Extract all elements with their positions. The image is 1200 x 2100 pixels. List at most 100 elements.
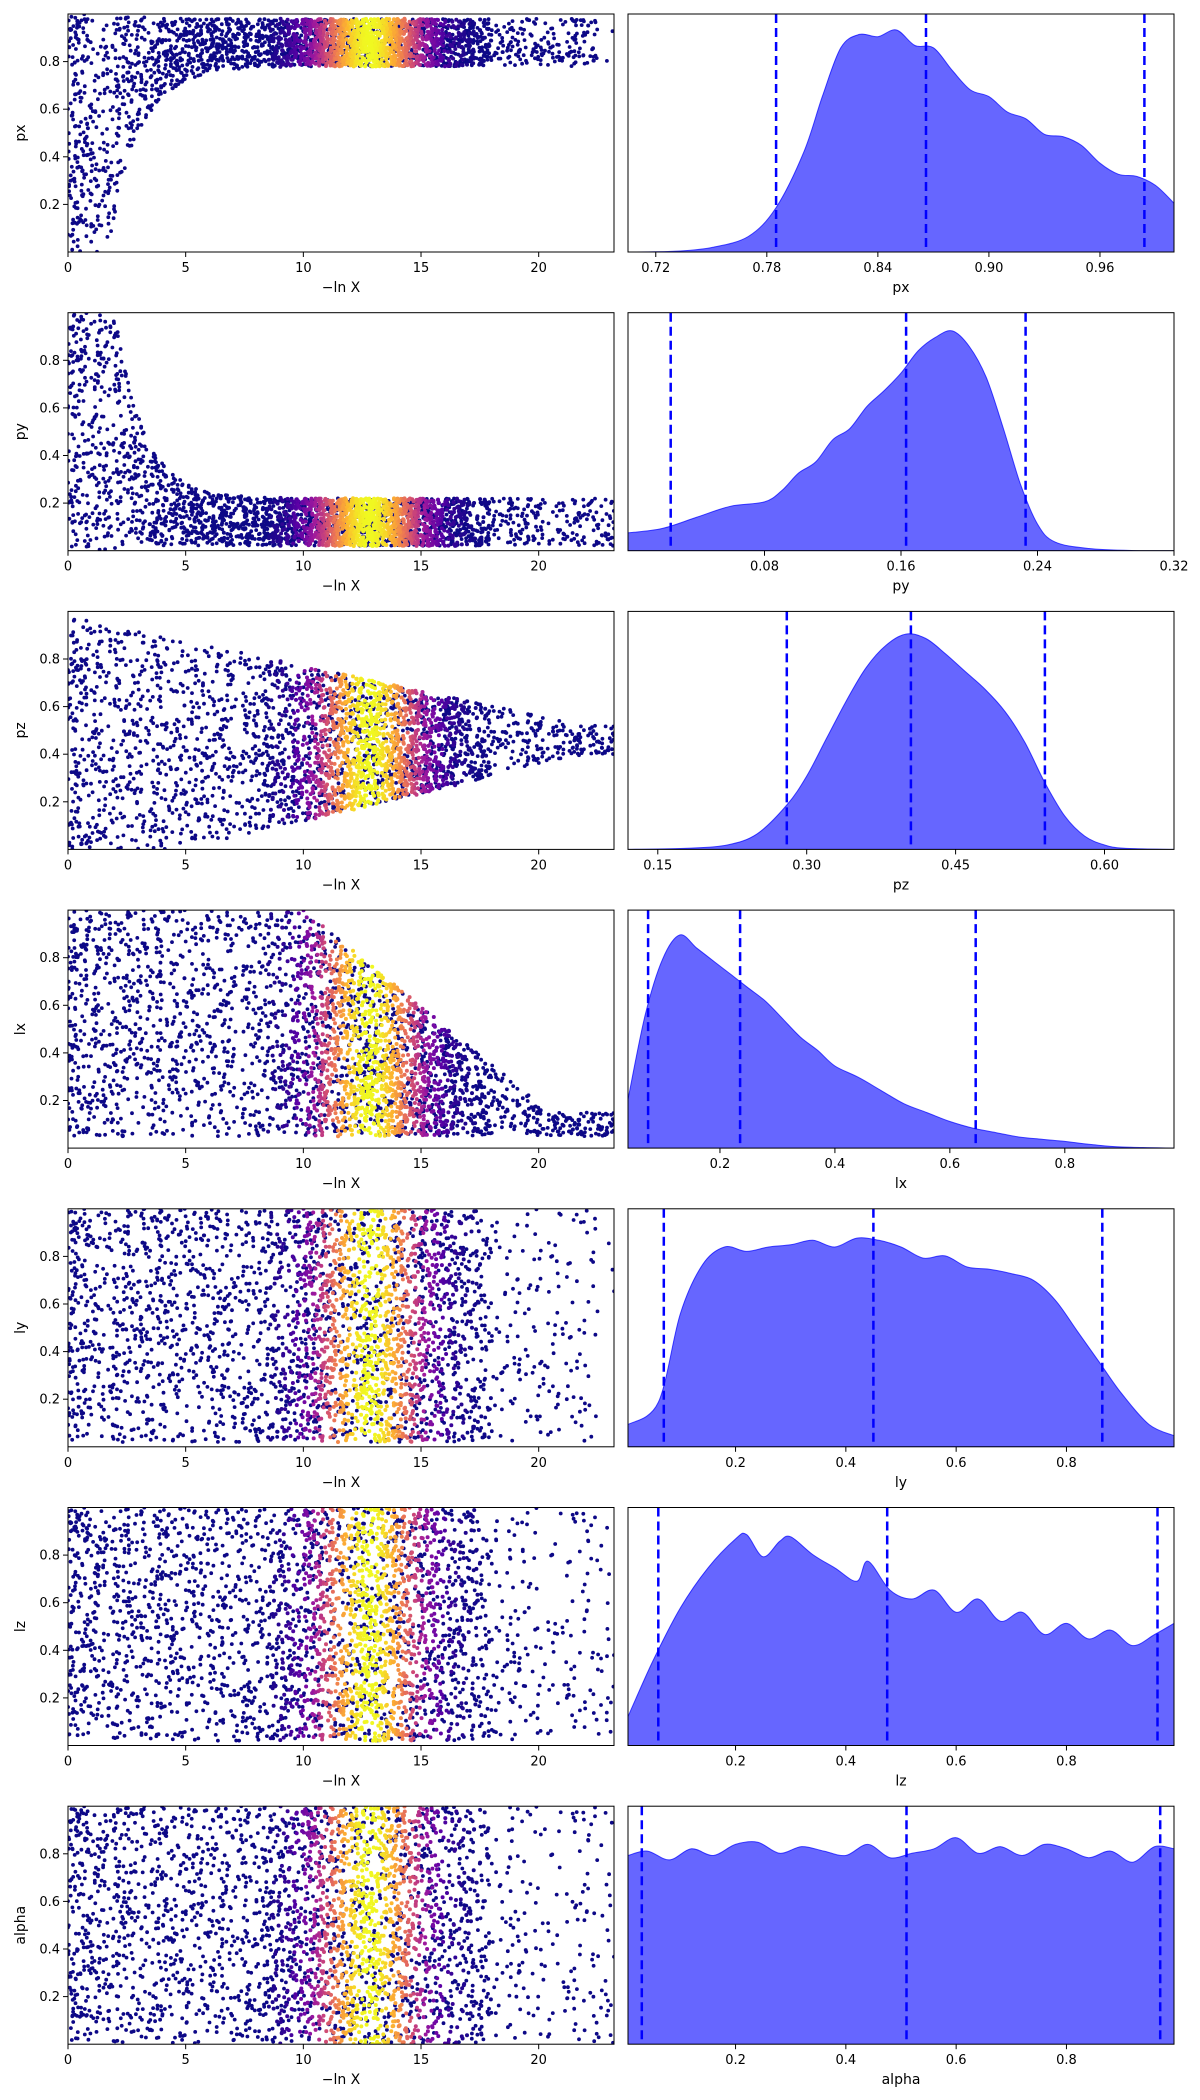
posterior-kde-lz [628,1532,1174,1746]
trace-panel-ly: 0.2 0.4 0.6 0.8 0 5 10 15 20 ly −ln X [13,1208,615,1491]
trace-ytick-label: 0.8 [39,951,60,966]
trace-frame-pz [67,610,615,850]
row-lz: 0.2 0.4 0.6 0.8 0 5 10 15 20 lz −ln X 0.2 0.4 0.6 0.8 l… [13,1507,1175,1790]
trace-frame-lz [67,1507,615,1746]
trace-points-py [68,312,614,551]
trace-xtick-label: 5 [182,1157,190,1172]
trace-points-alpha [68,1806,614,2045]
trace-ytick-label: 0.6 [39,401,60,416]
trace-ylabel: alpha [13,1906,29,1945]
posterior-frame-alpha [627,1805,1175,2045]
trace-ytick-label: 0.6 [39,1298,60,1313]
trace-ytick-label: 0.4 [39,449,60,464]
trace-xlabel: −ln X [322,1774,361,1790]
trace-xlabel: −ln X [322,1475,361,1491]
posterior-xtick-label: 0.8 [1056,2053,1077,2068]
trace-frame-lx [67,909,615,1149]
trace-xtick-label: 20 [530,1456,547,1471]
trace-xtick-label: 15 [413,1456,430,1471]
trace-xlabel: −ln X [322,579,361,595]
trace-xtick-label: 20 [530,1157,547,1172]
trace-ytick-label: 0.6 [39,999,60,1014]
posterior-xtick-label: 0.2 [710,1157,731,1172]
trace-ylabel: py [13,423,29,440]
posterior-xtick-label: 0.2 [725,2053,746,2068]
posterior-panel-px: 0.72 0.78 0.84 0.90 0.96 px [627,13,1175,296]
trace-ytick-label: 0.4 [39,1943,60,1958]
posterior-kde-py [628,330,1174,551]
posterior-frame-pz [627,610,1175,850]
trace-ytick-label: 0.2 [39,1393,60,1408]
trace-xtick-label: 15 [413,261,430,276]
posterior-xlabel: ly [895,1475,907,1491]
trace-ytick-label: 0.2 [39,1094,60,1109]
posterior-panel-lz: 0.2 0.4 0.6 0.8 lz [627,1507,1175,1790]
trace-xtick-label: 15 [413,1755,430,1770]
posterior-frame-lz [627,1507,1175,1746]
posterior-xtick-label: 0.45 [941,858,970,873]
trace-ytick-label: 0.4 [39,1345,60,1360]
trace-xtick-label: 5 [182,560,190,575]
trace-frame-ly [67,1208,615,1448]
trace-ytick-label: 0.6 [39,1596,60,1611]
posterior-frame-px [627,13,1175,253]
posterior-xtick-label: 0.4 [825,1157,846,1172]
posterior-panel-ly: 0.2 0.4 0.6 0.8 ly [627,1208,1175,1491]
posterior-xtick-label: 0.2 [725,1755,746,1770]
trace-panel-pz: 0.2 0.4 0.6 0.8 0 5 10 15 20 pz −ln X [13,610,615,893]
posterior-panel-lx: 0.2 0.4 0.6 0.8 lx [627,909,1175,1192]
trace-points-px [68,14,614,252]
trace-xlabel: −ln X [322,877,361,893]
posterior-xtick-label: 0.4 [836,1755,857,1770]
trace-xtick-label: 10 [295,560,312,575]
posterior-xlabel: py [892,579,909,595]
posterior-xtick-label: 0.6 [940,1157,961,1172]
trace-ytick-label: 0.2 [39,497,60,512]
trace-ylabel: lx [13,1023,29,1035]
trace-xtick-label: 15 [413,1157,430,1172]
trace-xtick-label: 15 [413,858,430,873]
posterior-xtick-label: 0.8 [1056,1456,1077,1471]
posterior-xtick-label: 0.4 [836,1456,857,1471]
trace-frame-px [67,13,615,253]
trace-frame-py [67,312,615,552]
trace-xtick-label: 5 [182,858,190,873]
trace-xtick-label: 15 [413,2053,430,2068]
trace-xtick-label: 0 [64,2053,72,2068]
posterior-xlabel: lz [895,1774,906,1790]
row-ly: 0.2 0.4 0.6 0.8 0 5 10 15 20 ly −ln X 0.2 0.4 0.6 0.8 l… [13,1208,1175,1491]
trace-xtick-label: 5 [182,1755,190,1770]
posterior-xtick-label: 0.6 [946,2053,967,2068]
posterior-xlabel: alpha [882,2072,921,2088]
trace-points-lx [68,910,614,1139]
trace-xtick-label: 20 [530,2053,547,2068]
trace-xtick-label: 10 [295,2053,312,2068]
posterior-xtick-label: 0.6 [946,1456,967,1471]
trace-ytick-label: 0.4 [39,748,60,763]
posterior-xtick-label: 0.4 [836,2053,857,2068]
trace-xtick-label: 10 [295,858,312,873]
posterior-xtick-label: 0.2 [725,1456,746,1471]
trace-points-ly [68,1208,614,1444]
trace-xtick-label: 0 [64,1456,72,1471]
trace-ylabel: ly [13,1322,29,1334]
trace-ytick-label: 0.8 [39,354,60,369]
trace-ytick-label: 0.2 [39,1691,60,1706]
trace-ytick-label: 0.2 [39,1990,60,2005]
trace-xlabel: −ln X [322,1176,361,1192]
posterior-xtick-label: 0.8 [1054,1157,1075,1172]
trace-ytick-label: 0.8 [39,1847,60,1862]
posterior-xtick-label: 0.72 [641,261,670,276]
trace-xtick-label: 5 [182,2053,190,2068]
posterior-xtick-label: 0.6 [946,1755,967,1770]
trace-xtick-label: 15 [413,560,430,575]
trace-ytick-label: 0.6 [39,1895,60,1910]
trace-ytick-label: 0.8 [39,1250,60,1265]
posterior-xlabel: lx [895,1176,907,1192]
posterior-kde-lx [628,934,1174,1149]
